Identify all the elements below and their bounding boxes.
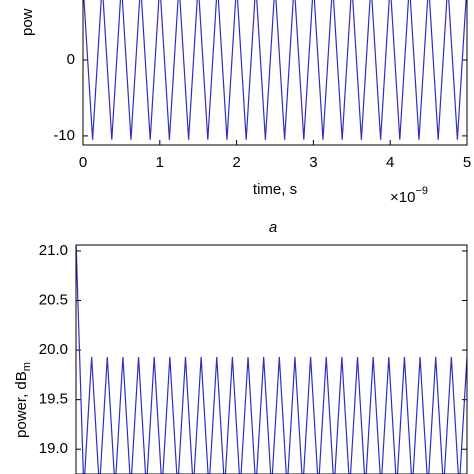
data-line xyxy=(76,246,467,474)
multiplier-exponent: −9 xyxy=(415,185,428,197)
y-label-sub: m xyxy=(21,362,33,371)
y-axis-label: power, dBm xyxy=(13,362,33,438)
y-axis-label: pow xyxy=(19,8,36,36)
x-axis-label: time, s xyxy=(253,181,297,198)
multiplier-base: ×10 xyxy=(390,189,415,206)
y-tick-label: 19.5 xyxy=(39,391,68,408)
y-tick-label: -10 xyxy=(53,127,75,144)
axes-frame xyxy=(82,0,468,146)
axes-frame xyxy=(75,244,468,474)
x-tick-label: 3 xyxy=(309,154,317,171)
x-tick-label: 1 xyxy=(156,154,164,171)
panel-label: a xyxy=(269,219,277,236)
plot-area xyxy=(76,246,467,474)
x-tick-label: 5 xyxy=(463,154,471,171)
y-tick-label: 21.0 xyxy=(39,242,68,259)
data-line xyxy=(83,0,467,140)
x-tick-label: 2 xyxy=(232,154,240,171)
x-tick-label: 0 xyxy=(79,154,87,171)
y-label-main: power, dB xyxy=(13,371,30,438)
y-tick-label: 19.0 xyxy=(39,440,68,457)
y-tick-label: 20.5 xyxy=(39,291,68,308)
x-multiplier: ×10−9 xyxy=(390,185,428,206)
y-tick-label: 20.0 xyxy=(39,341,68,358)
plot-area xyxy=(83,0,467,140)
y-tick-label: 0 xyxy=(67,51,75,68)
x-tick-label: 4 xyxy=(386,154,394,171)
